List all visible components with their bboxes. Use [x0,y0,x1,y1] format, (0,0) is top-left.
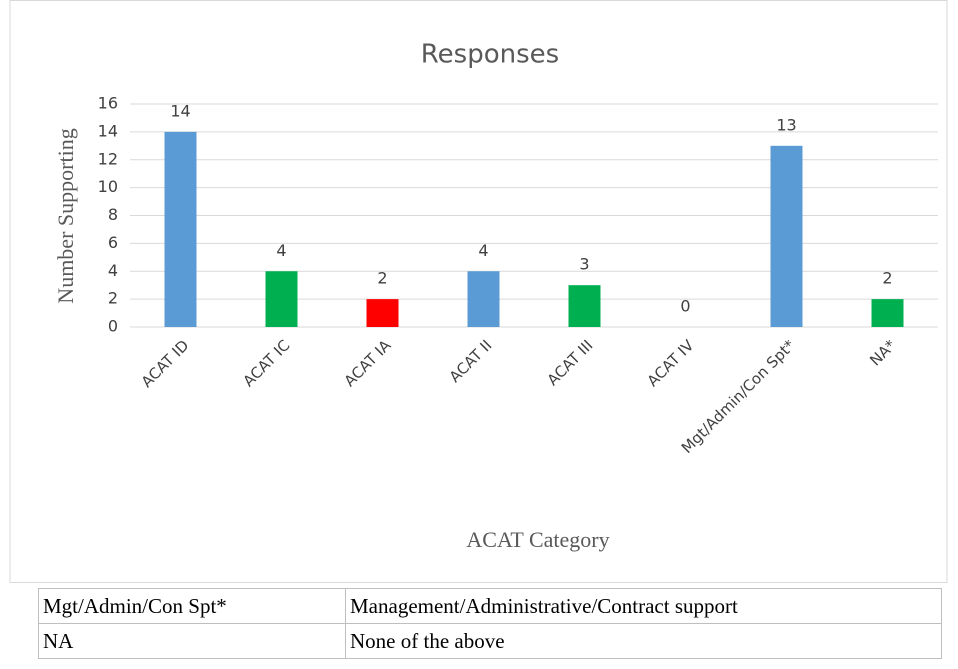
y-tick-label: 0 [108,317,118,336]
chart-title: Responses [421,40,559,70]
data-label: 0 [680,297,690,316]
data-label: 2 [882,269,892,288]
table-cell: NA [38,623,346,659]
y-tick-label: 6 [108,233,118,252]
data-label: 13 [776,115,796,134]
y-tick-label: 2 [108,289,118,308]
data-label: 2 [377,269,387,288]
chart: Responses ACAT Category Number Supportin… [9,0,948,583]
bar [770,145,803,327]
data-label: 4 [478,241,488,260]
data-label: 3 [579,255,589,274]
bar [265,271,298,327]
data-label: 14 [170,101,190,120]
bar [568,285,601,327]
y-tick-label: 4 [108,261,118,280]
y-axis-label: Number Supporting [53,128,78,303]
bar [467,271,500,327]
y-tick-label: 12 [98,149,118,168]
table-row: Mgt/Admin/Con Spt* Management/Administrat… [38,588,942,624]
y-tick-label: 14 [98,121,118,140]
bar [366,299,399,327]
table-cell: Management/Administrative/Contract suppo… [345,588,942,624]
bar [164,131,197,327]
y-tick-label: 10 [98,177,118,196]
bar [871,299,904,327]
y-tick-label: 16 [98,94,118,113]
table-cell: Mgt/Admin/Con Spt* [38,588,346,624]
data-label: 4 [276,241,286,260]
y-tick-label: 8 [108,205,118,224]
table-cell: None of the above [345,623,942,659]
legend-table: Mgt/Admin/Con Spt* Management/Administrat… [38,588,942,659]
table-row: NA None of the above [38,623,942,659]
x-axis-label: ACAT Category [466,527,609,552]
